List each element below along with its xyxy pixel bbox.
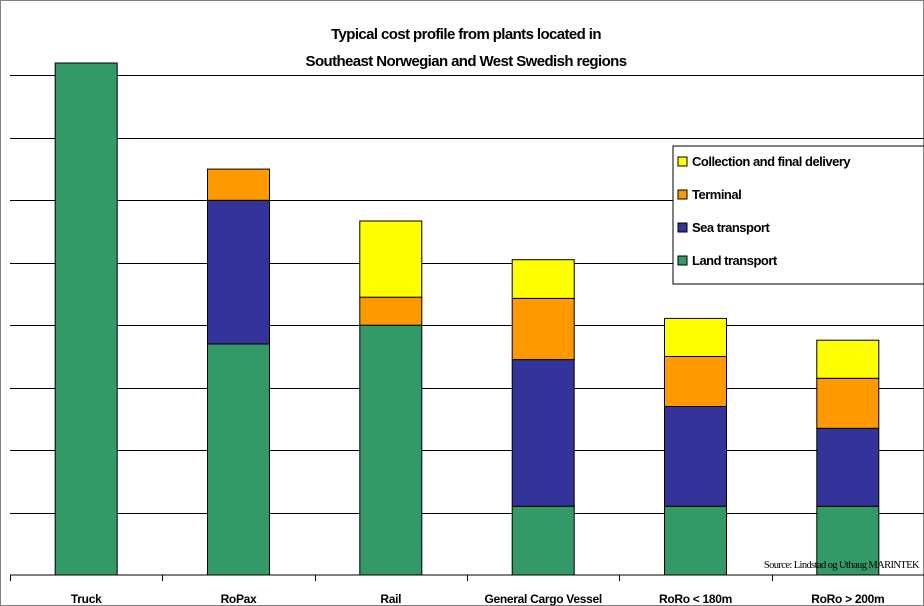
legend-swatch: [677, 255, 688, 266]
bars: [54, 62, 880, 576]
bar-land-truck: [54, 62, 118, 576]
legend-box: [672, 145, 924, 285]
legend-swatch: [677, 156, 688, 167]
bar-terminal-ropax: [207, 168, 270, 201]
source-note: Source: Lindstad og Uthaug MARINTEK: [764, 560, 920, 571]
x-tick-label: RoRo < 180m: [659, 592, 732, 606]
legend-label: Collection and final delivery: [692, 154, 851, 169]
bar-terminal-roro-180m: [664, 356, 727, 407]
bar-terminal-roro-200m: [816, 377, 880, 429]
legend-label: Land transport: [692, 253, 778, 268]
x-tick-label: Rail: [380, 592, 401, 606]
legend-swatch: [677, 222, 688, 233]
gridlines: [10, 75, 924, 514]
chart-title-line-1: Typical cost profile from plants located…: [331, 26, 601, 43]
x-tick-label: General Cargo Vessel: [484, 592, 601, 606]
bar-collection-roro-180m: [664, 317, 727, 357]
bar-terminal-rail: [359, 296, 423, 326]
x-tick-label: Truck: [71, 592, 102, 606]
bar-land-ropax: [207, 343, 270, 576]
legend: Collection and final delivery Terminal Sea…: [672, 145, 924, 285]
x-axis-ticks: [10, 575, 773, 581]
bar-collection-rail: [359, 220, 423, 298]
bar-land-rail: [359, 324, 423, 576]
bar-sea-roro-180m: [664, 405, 727, 507]
x-tick-label: RoPax: [221, 592, 257, 606]
bar-collection-roro-200m: [816, 339, 880, 379]
bar-land-general-cargo-vessel: [511, 505, 575, 576]
bar-collection-general-cargo-vessel: [511, 259, 575, 299]
bar-sea-roro-200m: [816, 427, 880, 507]
x-tick-label: RoRo > 200m: [811, 592, 884, 606]
legend-swatch: [677, 189, 688, 200]
bar-terminal-general-cargo-vessel: [511, 297, 575, 361]
chart-title-line-2: Southeast Norwegian and West Swedish reg…: [306, 53, 627, 70]
legend-label: Sea transport: [692, 220, 770, 235]
x-axis-tick-labels: Truck RoPax Rail General Cargo Vessel RoRo <…: [71, 592, 885, 606]
legend-label: Terminal: [692, 187, 741, 202]
bar-land-roro-180m: [664, 505, 727, 576]
bar-sea-general-cargo-vessel: [511, 359, 575, 507]
bar-sea-ropax: [207, 199, 270, 345]
